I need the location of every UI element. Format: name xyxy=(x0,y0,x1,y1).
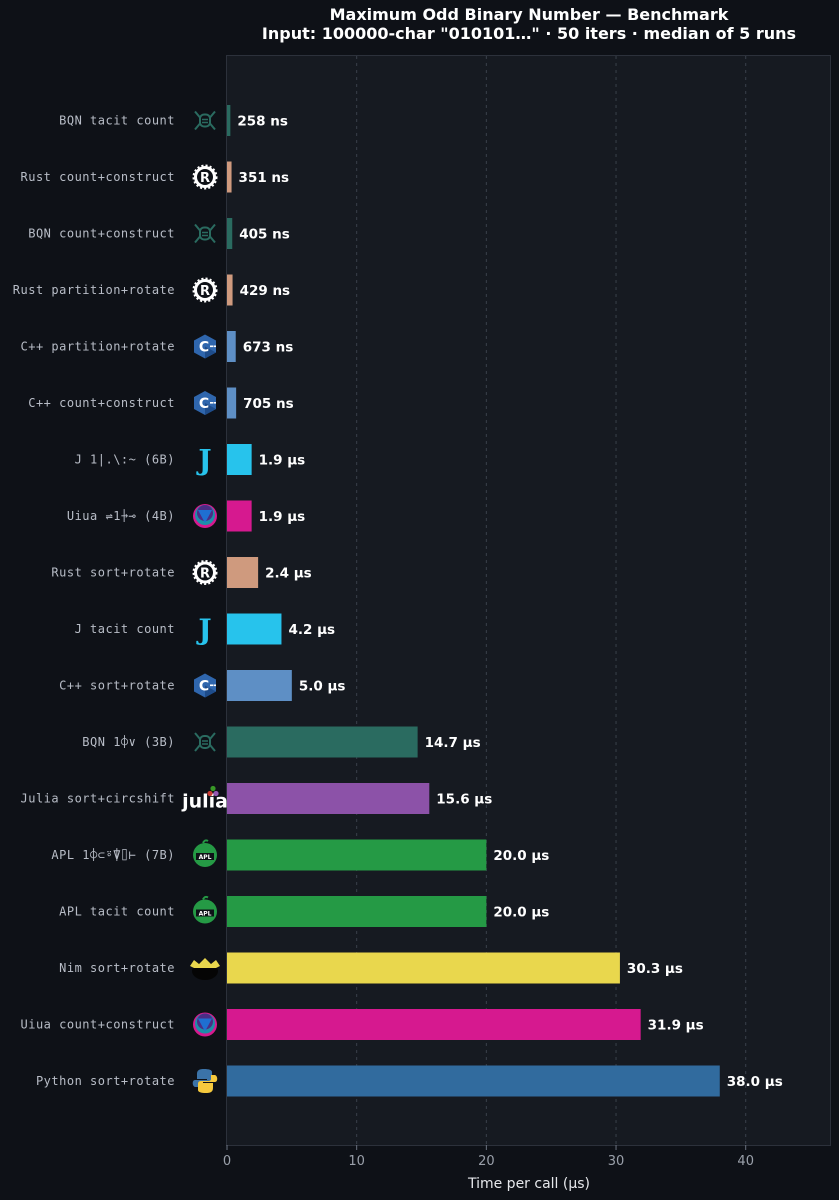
bar xyxy=(227,613,282,645)
svg-text:APL: APL xyxy=(199,911,212,918)
cpp-logo-icon: C xyxy=(194,334,216,359)
value-label: 4.2 µs xyxy=(288,622,335,638)
x-axis-title: Time per call (µs) xyxy=(467,1176,590,1192)
bqn-logo-icon xyxy=(194,732,216,752)
bqn-logo-icon xyxy=(194,223,216,244)
julia-logo-icon: julia xyxy=(181,785,228,813)
bar xyxy=(227,896,487,927)
value-label: 673 ns xyxy=(243,340,294,356)
x-tick-label: 20 xyxy=(478,1154,495,1169)
bar xyxy=(227,783,430,814)
category-label: C++ partition+rotate xyxy=(21,340,176,354)
category-label: BQN 1⌽∨ (3B) xyxy=(82,735,175,749)
category-labels: BQN tacit count Rust count+construct BQN c… xyxy=(13,114,175,1089)
value-label: 1.9 µs xyxy=(259,509,306,525)
bar xyxy=(227,952,620,984)
x-tick-label: 0 xyxy=(223,1154,231,1169)
value-label: 14.7 µs xyxy=(425,735,481,751)
bar xyxy=(227,274,233,306)
svg-text:julia: julia xyxy=(181,791,228,813)
category-label: BQN tacit count xyxy=(59,114,175,128)
category-label: Uiua count+construct xyxy=(21,1018,176,1032)
uiua-logo-icon xyxy=(193,1012,217,1037)
category-label: J 1|.\:~ (6B) xyxy=(75,453,175,467)
bar xyxy=(227,161,232,193)
category-label: Julia sort+circshift xyxy=(21,792,176,806)
category-label: Nim sort+rotate xyxy=(59,961,175,975)
value-label: 15.6 µs xyxy=(436,792,492,808)
value-label: 429 ns xyxy=(240,283,291,299)
value-label: 31.9 µs xyxy=(648,1018,704,1034)
x-axis-ticks: 0 10 20 30 40 xyxy=(223,1145,754,1169)
bars xyxy=(227,105,720,1097)
bar xyxy=(227,387,237,419)
bar xyxy=(227,839,487,871)
chart-title: Maximum Odd Binary Number — Benchmark xyxy=(330,5,729,24)
svg-text:J: J xyxy=(195,613,211,646)
value-label: 705 ns xyxy=(243,396,294,412)
cpp-logo-icon: C xyxy=(194,391,216,415)
category-label: APL 1⌽⊂⍤⍒⌷⊢ (7B) xyxy=(51,848,175,862)
cpp-logo-icon: C xyxy=(194,673,216,698)
value-label: 258 ns xyxy=(237,114,288,130)
bar xyxy=(227,444,252,475)
value-label: 20.0 µs xyxy=(493,905,549,921)
category-label: C++ count+construct xyxy=(28,396,175,410)
chart-subtitle: Input: 100000-char "010101…" · 50 iters … xyxy=(262,24,796,43)
value-label: 30.3 µs xyxy=(627,961,683,977)
svg-text:C: C xyxy=(199,340,209,356)
svg-text:APL: APL xyxy=(199,854,212,861)
category-label: Rust sort+rotate xyxy=(51,566,175,580)
value-label: 38.0 µs xyxy=(727,1074,783,1090)
x-tick-label: 10 xyxy=(348,1154,365,1169)
bar xyxy=(227,1065,720,1097)
bar xyxy=(227,331,236,362)
j-logo-icon: J xyxy=(195,613,211,646)
svg-text:R: R xyxy=(200,171,210,186)
category-label: BQN count+construct xyxy=(28,227,175,241)
svg-text:R: R xyxy=(200,567,210,582)
uiua-logo-icon xyxy=(193,504,217,528)
bar xyxy=(227,105,231,136)
svg-text:R: R xyxy=(200,284,210,299)
bar xyxy=(227,726,418,758)
category-label: Rust count+construct xyxy=(21,170,176,184)
bar xyxy=(227,1009,641,1040)
category-label: Rust partition+rotate xyxy=(13,283,175,297)
rust-logo-icon: R xyxy=(192,560,218,585)
nim-logo-icon xyxy=(190,958,220,980)
category-label: Uiua ⇌1⍆⊸ (4B) xyxy=(67,509,175,523)
value-label: 2.4 µs xyxy=(265,566,312,582)
category-label: APL tacit count xyxy=(59,905,175,919)
apl-logo-icon: APL xyxy=(193,839,217,867)
category-label: C++ sort+rotate xyxy=(59,679,175,693)
bar xyxy=(227,218,233,249)
value-label: 1.9 µs xyxy=(259,453,306,469)
bqn-logo-icon xyxy=(194,110,216,131)
value-labels: 258 ns 351 ns 405 ns 429 ns 673 ns 705 ns 1.9 … xyxy=(237,114,782,1091)
x-tick-label: 40 xyxy=(737,1154,754,1169)
value-label: 5.0 µs xyxy=(299,679,346,695)
value-label: 351 ns xyxy=(239,170,290,186)
value-label: 405 ns xyxy=(239,227,290,243)
python-logo-icon xyxy=(192,1069,218,1093)
apl-logo-icon: APL xyxy=(193,895,217,924)
svg-text:C: C xyxy=(199,396,209,412)
svg-text:J: J xyxy=(195,444,211,477)
rust-logo-icon: R xyxy=(192,277,218,303)
bar xyxy=(227,670,292,701)
rust-logo-icon: R xyxy=(192,164,218,190)
bar xyxy=(227,500,252,532)
bar xyxy=(227,557,259,588)
svg-text:C: C xyxy=(199,679,209,695)
category-label: J tacit count xyxy=(75,622,175,636)
j-logo-icon: J xyxy=(195,444,211,477)
x-tick-label: 30 xyxy=(608,1154,625,1169)
value-label: 20.0 µs xyxy=(493,848,549,864)
category-label: Python sort+rotate xyxy=(36,1074,175,1088)
